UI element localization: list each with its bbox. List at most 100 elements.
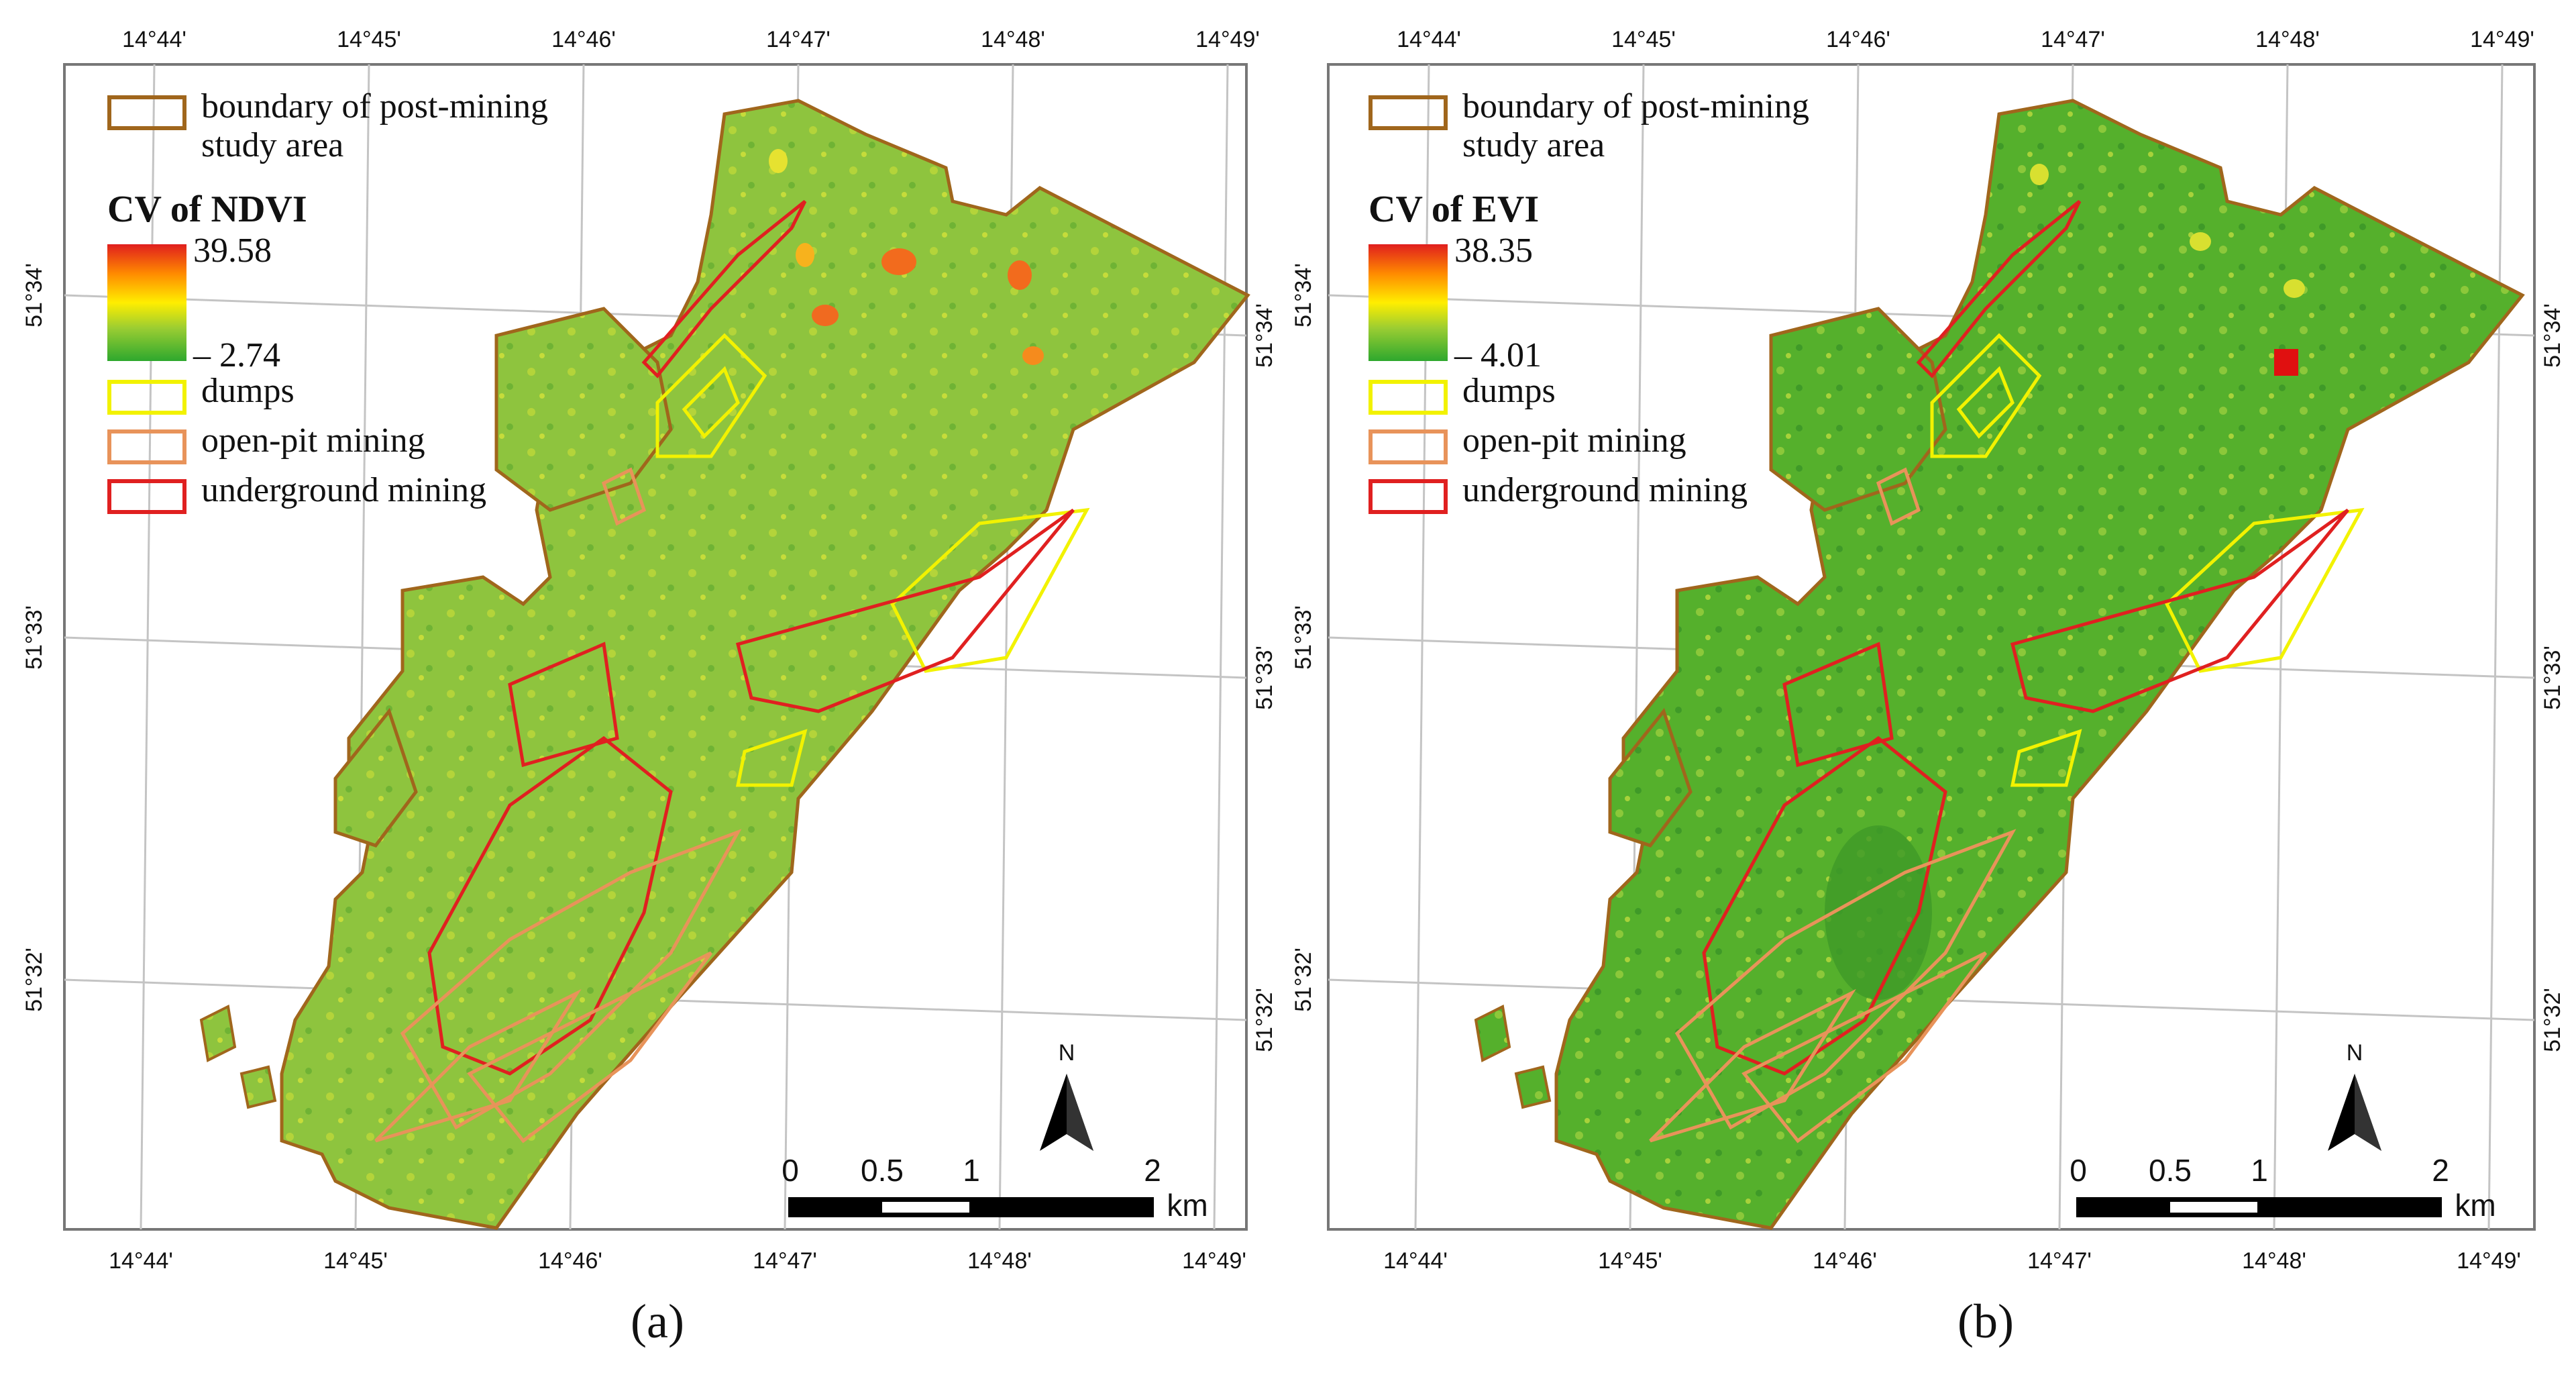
- north-label: N: [1059, 1040, 1075, 1066]
- legend-swatch-underground: [107, 479, 186, 514]
- hotspots-a: [769, 149, 1044, 365]
- north-label: N: [2347, 1040, 2363, 1066]
- hotspots-b: [2030, 164, 2305, 376]
- lon-tick: 14°47': [2041, 27, 2105, 52]
- latitude-ticks-right-a: 51°34' 51°33' 51°32': [1252, 303, 1277, 1052]
- ramp-min-label: – 2.74: [193, 336, 280, 374]
- legend-swatch-open-pit: [1368, 429, 1448, 464]
- scale-label: 2: [2432, 1153, 2449, 1188]
- legend-item-dumps: dumps: [1368, 372, 1838, 421]
- longitude-ticks-bottom-a: 14°44' 14°45' 14°46' 14°47' 14°48' 14°49…: [109, 1248, 1246, 1274]
- north-arrow-icon: N: [1040, 1040, 1093, 1151]
- scale-label: 0.5: [2149, 1153, 2192, 1188]
- scale-label: 1: [963, 1153, 980, 1188]
- legend-a: boundary of post-mining study area CV of…: [107, 87, 577, 521]
- legend-item-boundary: boundary of post-mining study area: [1368, 87, 1838, 181]
- lon-tick: 14°46': [551, 27, 616, 52]
- legend-label-dumps: dumps: [1462, 372, 1556, 410]
- legend-label-underground: underground mining: [201, 471, 487, 509]
- scale-label: 0.5: [861, 1153, 904, 1188]
- panel-label-a: (a): [631, 1294, 684, 1348]
- legend-label-underground: underground mining: [1462, 471, 1748, 509]
- lon-tick: 14°48': [2242, 1248, 2306, 1274]
- lon-tick: 14°49': [2470, 27, 2534, 52]
- lat-tick: 51°34': [1291, 263, 1316, 327]
- lon-tick: 14°48': [981, 27, 1045, 52]
- lon-tick: 14°47': [766, 27, 830, 52]
- legend-swatch-dumps: [1368, 380, 1448, 415]
- lon-tick: 14°47': [753, 1248, 817, 1274]
- lon-tick: 14°49': [1195, 27, 1260, 52]
- scale-label: 0: [782, 1153, 799, 1188]
- lon-tick: 14°48': [967, 1248, 1032, 1274]
- legend-label-boundary-line2: study area: [201, 126, 344, 164]
- map-panel-a: 14°44' 14°45' 14°46' 14°47' 14°48' 14°49…: [21, 27, 1277, 1348]
- lat-tick: 51°32': [1291, 948, 1316, 1012]
- map-frame: [63, 63, 1248, 1231]
- legend-b: boundary of post-mining study area CV of…: [1368, 87, 1838, 521]
- lon-tick: 14°45': [1611, 27, 1676, 52]
- legend-swatch-boundary: [107, 95, 186, 130]
- lon-tick: 14°44': [1383, 1248, 1448, 1274]
- scale-label: 0: [2070, 1153, 2087, 1188]
- scale-unit: km: [1167, 1188, 1208, 1223]
- lat-tick: 51°32': [1252, 988, 1277, 1052]
- lon-tick: 14°49': [1182, 1248, 1246, 1274]
- lat-tick: 51°33': [21, 605, 47, 670]
- mining-outlines-b: [1649, 200, 2365, 1143]
- longitude-ticks-bottom-b: 14°44' 14°45' 14°46' 14°47' 14°48' 14°49…: [1383, 1248, 2521, 1274]
- lon-tick: 14°49': [2457, 1248, 2521, 1274]
- legend-swatch-boundary: [1368, 95, 1448, 130]
- lon-tick: 14°45': [323, 1248, 388, 1274]
- lat-tick: 51°33': [1291, 605, 1316, 670]
- ramp-min-label: – 4.01: [1454, 336, 1542, 374]
- color-ramp-bar: [1368, 244, 1448, 361]
- scale-label: 1: [2251, 1153, 2268, 1188]
- north-arrow-icon: N: [2328, 1040, 2381, 1151]
- lon-tick: 14°44': [1397, 27, 1461, 52]
- lon-tick: 14°45': [337, 27, 401, 52]
- scale-unit: km: [2455, 1188, 2496, 1223]
- legend-item-open-pit: open-pit mining: [1368, 421, 1838, 471]
- lat-tick: 51°33': [2540, 646, 2565, 710]
- ramp-max-label: 38.35: [1454, 232, 1533, 270]
- legend-label-boundary-line2: study area: [1462, 126, 1605, 164]
- mining-outlines-a: [374, 200, 1090, 1143]
- study-area-a: [199, 99, 1250, 1230]
- latitude-ticks-right-b: 51°34' 51°33' 51°32': [2540, 303, 2565, 1052]
- legend-item-underground: underground mining: [1368, 471, 1838, 521]
- legend-swatch-dumps: [107, 380, 186, 415]
- scale-bar-b: 0 0.5 1 2 km: [2070, 1153, 2496, 1223]
- legend-item-boundary: boundary of post-mining study area: [107, 87, 577, 181]
- lon-tick: 14°44': [122, 27, 186, 52]
- legend-item-underground: underground mining: [107, 471, 577, 521]
- lon-tick: 14°46': [1813, 1248, 1877, 1274]
- ramp-max-label: 39.58: [193, 232, 272, 270]
- latitude-ticks-left-b: 51°34' 51°33' 51°32': [1291, 263, 1316, 1012]
- color-ramp-bar: [107, 244, 186, 361]
- legend-title: CV of NDVI: [107, 189, 307, 230]
- scale-label: 2: [1144, 1153, 1161, 1188]
- lon-tick: 14°46': [1826, 27, 1890, 52]
- legend-swatch-underground: [1368, 479, 1448, 514]
- map-panel-b: 14°44' 14°45' 14°46' 14°47' 14°48' 14°49…: [1288, 0, 2576, 1377]
- study-area-b: [1474, 99, 2525, 1230]
- lat-tick: 51°32': [21, 948, 47, 1012]
- lon-tick: 14°45': [1598, 1248, 1662, 1274]
- map-canvas-b: 14°44' 14°45' 14°46' 14°47' 14°48' 14°49…: [1291, 27, 2565, 1274]
- longitude-ticks-top-b: 14°44' 14°45' 14°46' 14°47' 14°48' 14°49…: [1397, 27, 2534, 52]
- lon-tick: 14°48': [2255, 27, 2320, 52]
- color-ramp: 39.58 – 2.74: [107, 234, 577, 374]
- legend-label-boundary-line1: boundary of post-mining: [201, 87, 549, 125]
- legend-item-open-pit: open-pit mining: [107, 421, 577, 471]
- lat-tick: 51°34': [2540, 303, 2565, 368]
- legend-label-boundary-line1: boundary of post-mining: [1462, 87, 1810, 125]
- lat-tick: 51°34': [1252, 303, 1277, 368]
- lon-tick: 14°44': [109, 1248, 173, 1274]
- longitude-ticks-top-a: 14°44' 14°45' 14°46' 14°47' 14°48' 14°49…: [122, 27, 1260, 52]
- legend-title: CV of EVI: [1368, 189, 1540, 230]
- lat-tick: 51°34': [21, 263, 47, 327]
- legend-item-dumps: dumps: [107, 372, 577, 421]
- lon-tick: 14°47': [2027, 1248, 2092, 1274]
- legend-label-dumps: dumps: [201, 372, 294, 410]
